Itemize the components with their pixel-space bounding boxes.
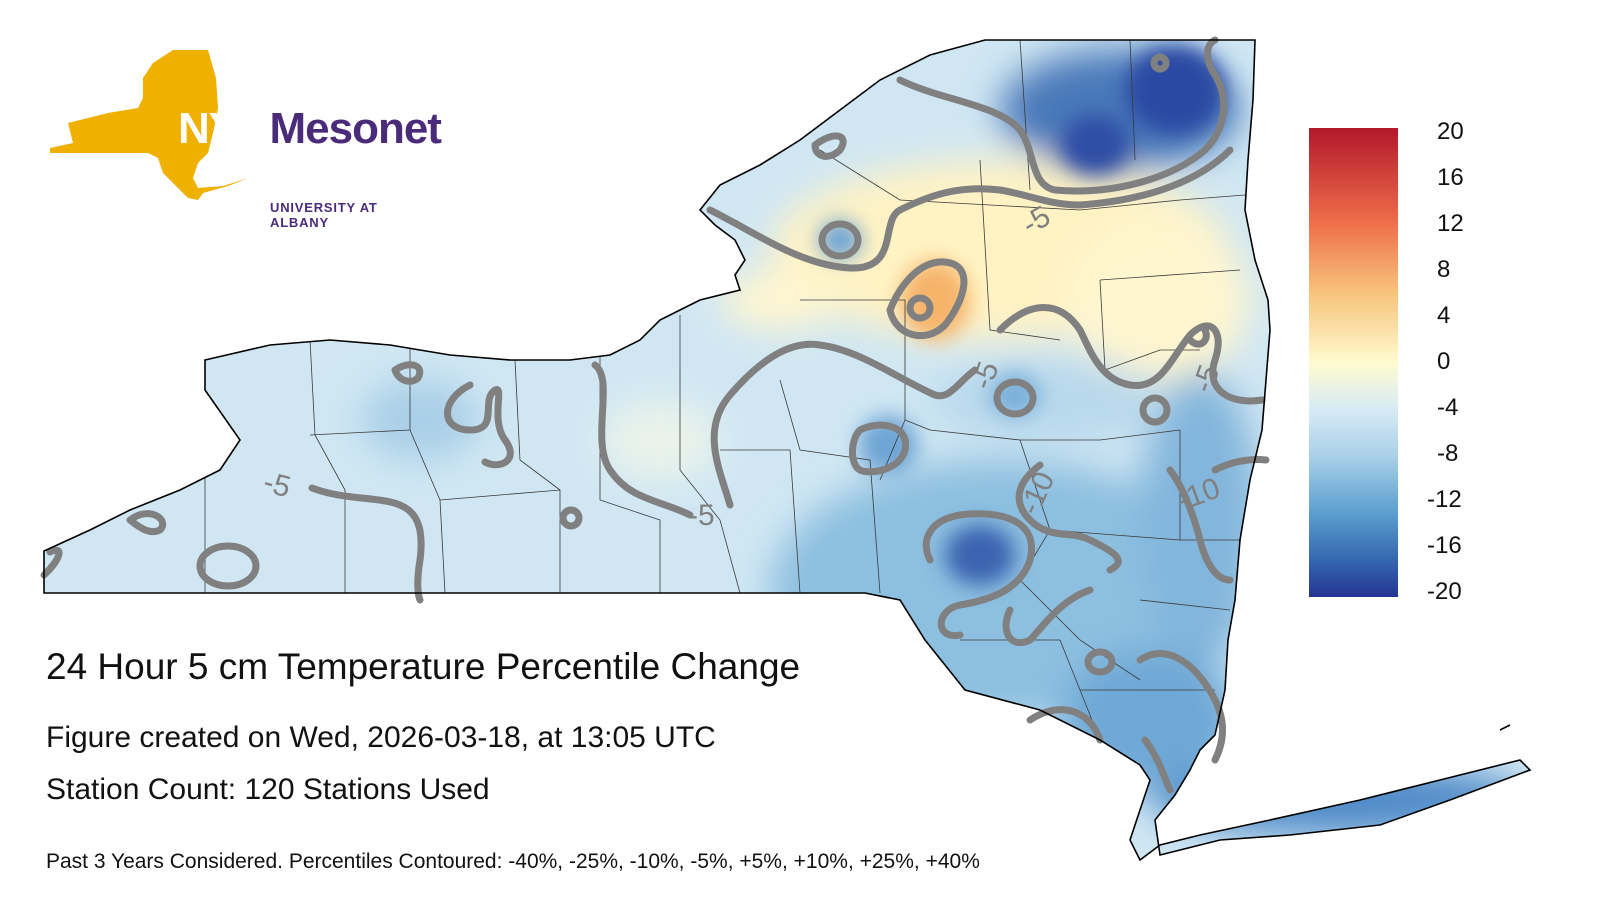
state-outline	[43, 39, 1532, 862]
contour-lines	[40, 36, 1270, 794]
colorbar-tick-label: 12	[1437, 210, 1464, 237]
colorbar-tick-label: 0	[1437, 348, 1451, 375]
colorbar-tick-label: 4	[1437, 302, 1451, 329]
long-island-shore	[1499, 724, 1511, 731]
colorbar	[1309, 128, 1398, 597]
colorbar-tick-label: -8	[1437, 440, 1459, 467]
nys-mesonet-logo: NYSMesonet UNIVERSITY AT ALBANY	[48, 48, 442, 230]
colorbar-tick-label: 8	[1437, 256, 1451, 283]
logo-affiliation: UNIVERSITY AT ALBANY	[270, 200, 378, 230]
station-count: Station Count: 120 Stations Used	[46, 773, 490, 806]
colorbar-tick-label: -12	[1427, 486, 1462, 513]
colorbar-tick-label: 16	[1437, 164, 1464, 191]
colorbar-tick-label: -20	[1427, 578, 1462, 605]
colorbar-tick-label: 20	[1437, 118, 1464, 145]
contour-label: -5	[688, 499, 715, 532]
figure-title: 24 Hour 5 cm Temperature Percentile Chan…	[46, 646, 801, 687]
footnote: Past 3 Years Considered. Percentiles Con…	[46, 850, 980, 873]
colorbar-tick-label: -16	[1427, 532, 1462, 559]
nys-state-shape-icon	[50, 50, 248, 200]
logo-name: Mesonet	[269, 104, 441, 153]
logo-abbrev: NYS	[178, 104, 266, 153]
colorbar-tick-label: -4	[1437, 394, 1459, 421]
created-timestamp: Figure created on Wed, 2026-03-18, at 13…	[46, 721, 716, 754]
